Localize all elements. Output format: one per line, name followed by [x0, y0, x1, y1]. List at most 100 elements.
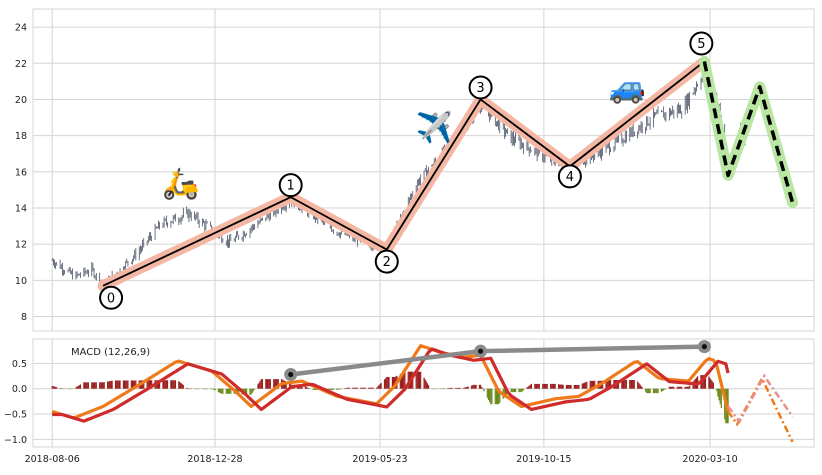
macd-hist-bar [127, 380, 128, 388]
macd-hist-bar [331, 389, 332, 390]
macd-hist-bar [561, 385, 562, 389]
macd-hist-bar [576, 385, 577, 389]
macd-hist-bar [428, 385, 429, 388]
macd-hist-bar [426, 381, 427, 388]
macd-hist-bar [117, 380, 118, 388]
macd-hist-bar [88, 382, 89, 388]
macd-hist-bar [227, 389, 228, 394]
macd-hist-bar [54, 387, 55, 389]
macd-hist-bar [251, 389, 252, 395]
macd-y-tick-label: 0.0 [12, 384, 27, 395]
wave-label: 3 [476, 81, 484, 96]
macd-hist-bar [425, 379, 426, 388]
macd-hist-bar [356, 388, 357, 389]
macd-hist-bar [102, 382, 103, 388]
macd-hist-bar [93, 382, 94, 388]
macd-hist-bar [265, 379, 266, 389]
macd-hist-bar [178, 381, 179, 389]
macd-hist-bar [166, 380, 167, 388]
macd-hist-bar [116, 380, 117, 388]
macd-hist-bar [634, 380, 635, 389]
macd-hist-bar [567, 385, 568, 389]
macd-hist-bar [52, 386, 53, 389]
macd-hist-bar [360, 388, 361, 389]
macd-hist-bar [465, 387, 466, 388]
macd-hist-bar [570, 385, 571, 389]
macd-hist-bar [419, 372, 420, 389]
macd-hist-bar [451, 388, 452, 389]
macd-hist-bar [96, 382, 97, 388]
macd-hist-bar [164, 380, 165, 388]
macd-hist-bar [550, 384, 551, 389]
macd-hist-bar [471, 386, 472, 389]
macd-hist-bar [546, 384, 547, 389]
macd-hist-bar [578, 385, 579, 389]
macd-hist-bar [124, 380, 125, 388]
x-tick-label: 2019-10-15 [516, 454, 571, 465]
wave-label: 0 [107, 291, 115, 306]
macd-hist-bar [221, 389, 222, 394]
macd-hist-bar [678, 387, 679, 389]
macd-hist-bar [175, 380, 176, 388]
wave-label: 4 [566, 170, 574, 185]
macd-hist-bar [220, 389, 221, 394]
macd-hist-bar [679, 387, 680, 389]
macd-hist-bar [355, 388, 356, 389]
macd-hist-bar [427, 383, 428, 388]
macd-hist-bar [99, 382, 100, 388]
macd-hist-bar [112, 381, 113, 389]
macd-hist-bar [219, 389, 220, 393]
macd-hist-bar [92, 382, 93, 388]
macd-hist-bar [673, 387, 674, 389]
macd-hist-bar [371, 388, 372, 389]
divergence-marker-dot [702, 344, 707, 349]
macd-hist-bar [174, 380, 175, 388]
macd-hist-bar [646, 389, 647, 393]
price-y-tick-label: 18 [15, 131, 27, 142]
macd-hist-bar [717, 389, 718, 397]
macd-hist-bar [495, 389, 496, 404]
macd-hist-bar [629, 380, 630, 389]
macd-hist-bar [213, 389, 214, 390]
macd-hist-bar [84, 382, 85, 388]
macd-hist-bar [313, 389, 314, 390]
macd-hist-bar [171, 380, 172, 388]
macd-hist-bar [584, 383, 585, 389]
macd-hist-bar [115, 380, 116, 388]
macd-hist-bar [670, 387, 671, 389]
macd-hist-bar [583, 383, 584, 389]
macd-hist-bar [689, 385, 690, 388]
macd-hist-bar [712, 381, 713, 388]
macd-hist-bar [332, 389, 333, 390]
macd-hist-bar [463, 388, 464, 389]
macd-hist-bar [456, 388, 457, 389]
macd-hist-bar [260, 381, 261, 389]
macd-hist-bar [80, 384, 81, 388]
macd-hist-bar [167, 380, 168, 388]
macd-hist-bar [447, 388, 448, 389]
macd-hist-bar [55, 387, 56, 389]
macd-hist-bar [126, 380, 127, 388]
macd-hist-bar [543, 384, 544, 389]
macd-hist-bar [76, 387, 77, 389]
macd-hist-bar [510, 389, 511, 392]
macd-hist-bar [449, 388, 450, 389]
price-plot-area [33, 9, 814, 331]
macd-hist-bar [377, 387, 378, 389]
macd-hist-bar [352, 388, 353, 389]
macd-hist-bar [577, 385, 578, 389]
price-y-tick-label: 22 [15, 59, 27, 70]
macd-hist-bar [531, 384, 532, 389]
macd-hist-bar [78, 386, 79, 389]
macd-hist-bar [369, 388, 370, 389]
macd-hist-bar [252, 389, 253, 393]
macd-hist-bar [661, 389, 662, 392]
x-tick-label: 2020-03-10 [682, 454, 737, 465]
macd-hist-bar [527, 387, 528, 389]
macd-hist-bar [631, 380, 632, 389]
macd-hist-bar [420, 372, 421, 389]
macd-hist-bar [569, 385, 570, 389]
macd-hist-bar [180, 383, 181, 389]
macd-hist-bar [672, 387, 673, 389]
